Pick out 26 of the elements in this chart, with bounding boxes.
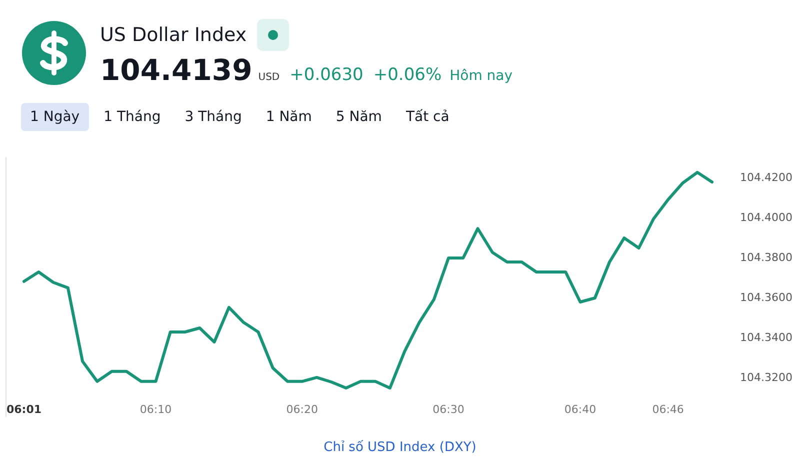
chart-title: US Dollar Index xyxy=(100,24,247,46)
x-tick-label: 06:10 xyxy=(140,403,172,416)
line-series xyxy=(22,170,714,390)
text: Tất cả xyxy=(404,108,450,127)
y-tick-label: 104.3200 xyxy=(740,370,792,384)
text: 1 Tháng xyxy=(102,108,162,127)
x-tick-label: 06:30 xyxy=(432,403,464,416)
x-tick-label: 06:20 xyxy=(286,403,318,416)
y-tick-label: 104.3400 xyxy=(740,330,792,344)
text: 5 Năm xyxy=(334,108,383,127)
x-tick-label: 06:46 xyxy=(652,403,684,416)
text: +0.06% xyxy=(373,65,442,85)
x-tick-label: 06:01 xyxy=(6,403,42,416)
text: 1 Năm xyxy=(264,108,313,127)
text: 1 Ngày xyxy=(21,103,89,131)
text: Hôm nay xyxy=(450,68,513,84)
text: Chỉ số USD Index (DXY) xyxy=(322,440,478,455)
x-tick-label: 06:40 xyxy=(564,403,596,416)
text: USD xyxy=(258,72,280,83)
y-tick-label: 104.4200 xyxy=(740,170,792,184)
text: 3 Tháng xyxy=(184,108,243,127)
y-tick-label: 104.3600 xyxy=(740,290,792,304)
text: +0.0630 xyxy=(290,65,364,85)
y-tick-label: 104.4000 xyxy=(740,210,792,224)
y-tick-label: 104.3800 xyxy=(740,250,792,264)
text: 104.4139 xyxy=(100,53,252,87)
